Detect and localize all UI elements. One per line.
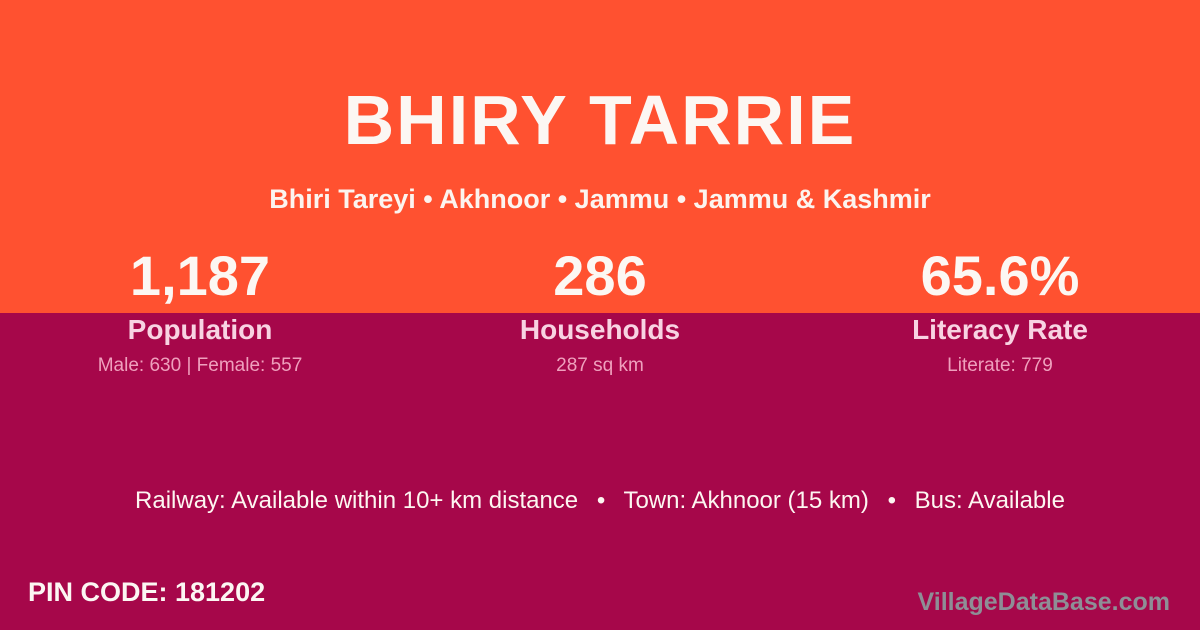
literacy-detail: Literate: 779 — [947, 355, 1053, 376]
stat-literacy: 65.6% Literacy Rate Literate: 779 — [800, 247, 1200, 378]
households-value: 286 — [553, 244, 647, 307]
population-detail: Male: 630 | Female: 557 — [97, 355, 303, 376]
households-detail: 287 sq km — [556, 355, 644, 376]
households-label: Households — [519, 314, 681, 345]
population-label: Population — [127, 314, 273, 345]
top-section — [0, 0, 1200, 313]
village-title: BHIRY TARRIE — [343, 81, 857, 159]
watermark-sitename: VillageDataBase.com — [917, 588, 1170, 616]
population-value: 1,187 — [129, 244, 271, 307]
literacy-value: 65.6% — [920, 244, 1080, 307]
pin-code: PIN CODE: 181202 — [28, 577, 266, 607]
transport-info: Railway: Available within 10+ km distanc… — [135, 487, 1065, 514]
stats-row: 1,187 Population Male: 630 | Female: 557… — [0, 247, 1200, 378]
literacy-label: Literacy Rate — [912, 314, 1088, 345]
stat-population: 1,187 Population Male: 630 | Female: 557 — [0, 247, 400, 378]
stat-households: 286 Households 287 sq km — [400, 247, 800, 378]
location-breadcrumb: Bhiri Tareyi • Akhnoor • Jammu • Jammu &… — [269, 184, 931, 214]
